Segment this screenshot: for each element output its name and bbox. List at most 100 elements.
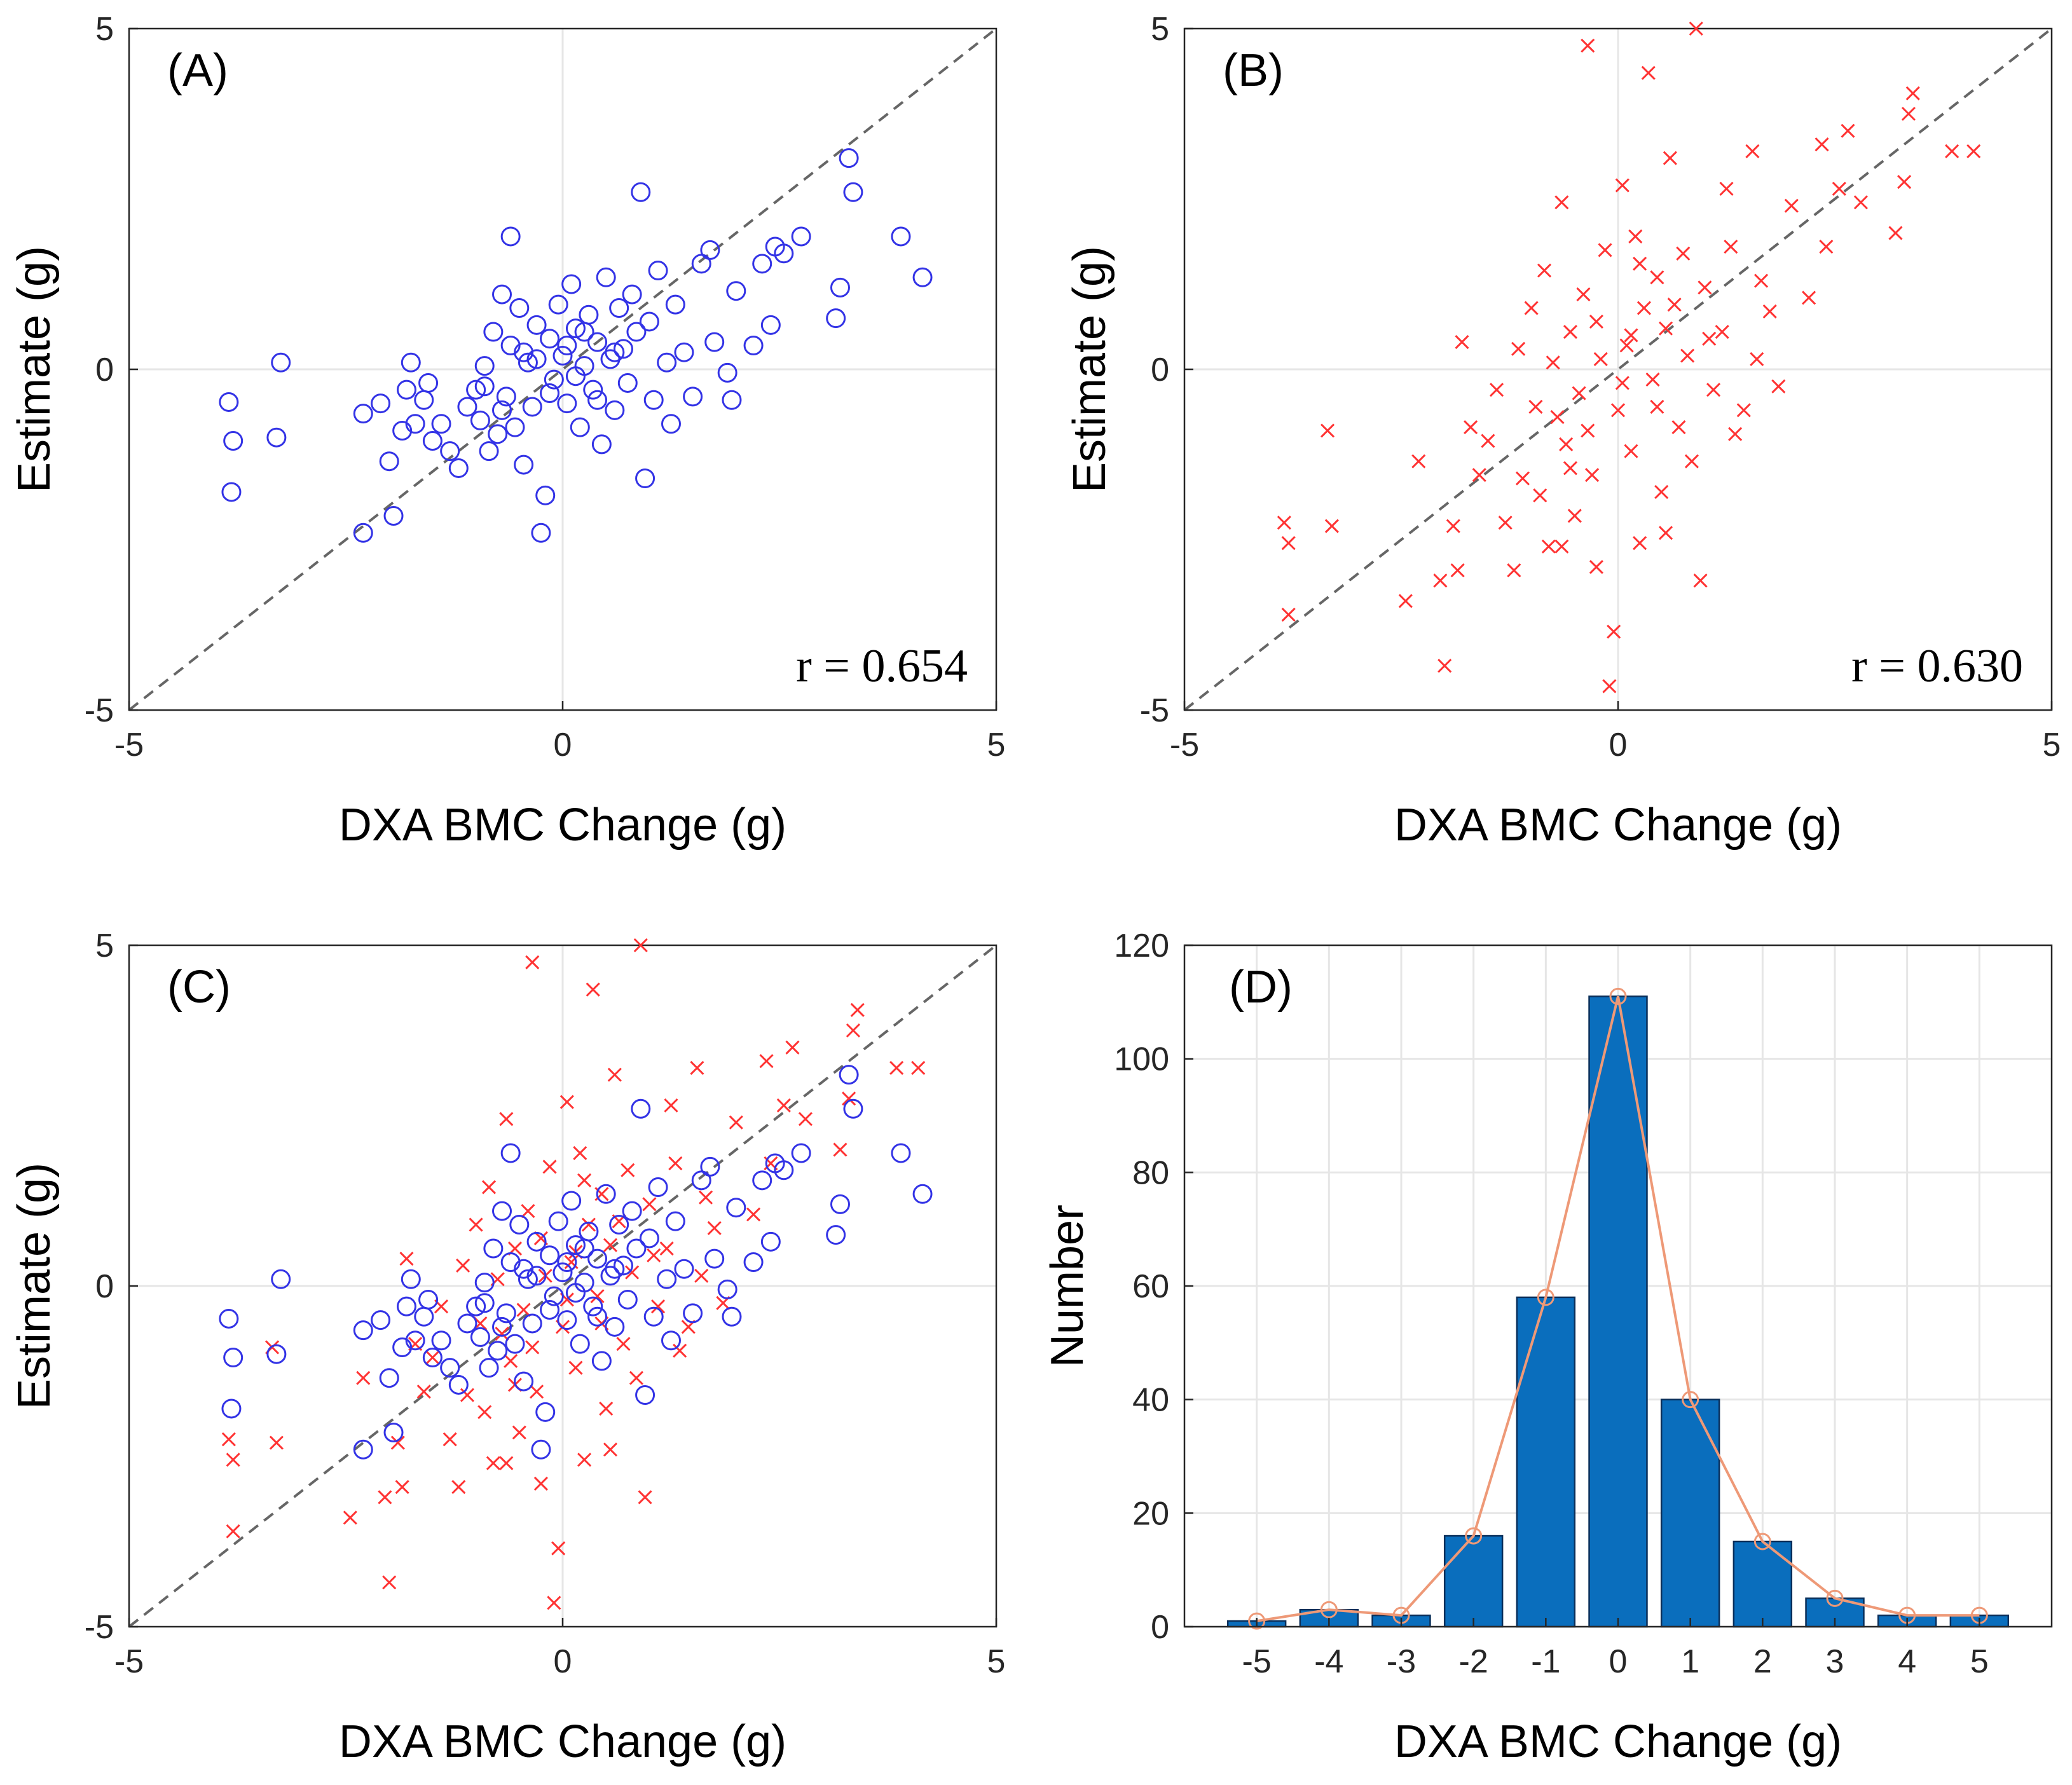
data-point-circle: [648, 261, 668, 281]
data-point-circle: [505, 417, 525, 437]
data-point-circle: [483, 1238, 504, 1259]
data-point-circle: [431, 414, 451, 434]
data-point-cross: [1658, 526, 1673, 540]
data-point-cross: [451, 1480, 466, 1494]
data-point-circle: [474, 376, 495, 397]
data-point-circle: [587, 1306, 608, 1327]
data-point-cross: [1750, 352, 1764, 366]
data-point-circle: [548, 1211, 568, 1231]
data-point-circle: [219, 1308, 239, 1329]
data-point-cross: [673, 1343, 687, 1358]
data-point-circle: [223, 431, 244, 451]
data-point-circle: [466, 380, 486, 400]
trend-point: [1609, 987, 1627, 1005]
y-tick-label: 5: [1151, 11, 1169, 48]
data-point-circle: [492, 1317, 512, 1337]
data-point-circle: [418, 1289, 439, 1310]
data-point-circle: [396, 380, 416, 400]
data-point-circle: [760, 315, 781, 335]
data-point-cross: [1398, 594, 1413, 608]
trend-point: [1682, 1391, 1699, 1409]
data-point-circle: [552, 1262, 573, 1283]
data-point-cross: [1324, 519, 1339, 533]
data-point-circle: [557, 393, 577, 414]
data-point-cross: [707, 1221, 722, 1235]
data-point-cross: [559, 1095, 574, 1109]
data-point-circle: [526, 349, 547, 369]
data-point-circle: [843, 182, 863, 202]
data-point-circle: [830, 1194, 850, 1214]
data-point-cross: [1645, 373, 1660, 387]
data-point-cross: [499, 1456, 514, 1470]
data-point-circle: [587, 1248, 608, 1269]
data-point-cross: [221, 1432, 236, 1447]
data-point-cross: [1719, 181, 1734, 196]
data-point-circle: [839, 148, 859, 168]
y-tick-label: -5: [85, 692, 114, 729]
data-point-cross: [698, 1190, 713, 1205]
data-point-circle: [500, 1143, 521, 1163]
data-point-circle: [760, 1231, 781, 1252]
data-point-circle: [704, 332, 725, 352]
data-point-circle: [405, 414, 425, 434]
trend-point: [1248, 1612, 1266, 1630]
data-point-circle: [474, 1273, 495, 1293]
data-point-circle: [826, 1225, 846, 1245]
data-point-cross: [1411, 454, 1426, 468]
data-point-cross: [481, 1180, 497, 1194]
data-point-circle: [379, 451, 399, 472]
data-point-cross: [616, 1337, 631, 1351]
data-point-circle: [474, 1293, 495, 1313]
bar: [1516, 1296, 1576, 1628]
x-tick-label: 5: [2043, 727, 2061, 763]
y-tick-label: 0: [1151, 1609, 1169, 1646]
data-point-circle: [474, 356, 495, 376]
data-point-cross: [577, 1453, 592, 1467]
y-axis-label: Estimate (g): [9, 246, 60, 493]
data-point-cross: [1641, 65, 1656, 80]
data-point-circle: [683, 386, 703, 407]
data-point-circle: [496, 1303, 516, 1323]
data-point-circle: [674, 342, 694, 362]
data-point-circle: [891, 1143, 911, 1163]
data-point-cross: [504, 1353, 518, 1368]
y-tick-label: 0: [1151, 352, 1169, 388]
data-point-circle: [557, 335, 577, 355]
data-point-cross: [846, 1023, 861, 1038]
data-point-circle: [570, 1334, 590, 1354]
y-tick-label: 5: [95, 927, 114, 964]
data-point-cross: [1698, 280, 1712, 295]
data-point-circle: [583, 380, 603, 400]
y-tick-label: 20: [1132, 1495, 1169, 1532]
data-point-cross: [1663, 151, 1677, 165]
data-point-circle: [540, 383, 560, 404]
data-point-cross: [599, 1401, 614, 1416]
data-point-circle: [418, 373, 439, 393]
data-point-cross: [399, 1252, 414, 1266]
y-tick-label: 100: [1114, 1041, 1169, 1078]
data-point-cross: [633, 938, 648, 953]
x-tick-label: 0: [554, 1643, 572, 1680]
x-tick-label: 0: [1609, 1643, 1628, 1680]
data-point-circle: [691, 254, 711, 274]
data-point-circle: [830, 277, 850, 298]
data-point-circle: [470, 1327, 490, 1347]
data-point-cross: [586, 982, 600, 997]
data-point-cross: [1511, 341, 1526, 356]
data-point-cross: [499, 1112, 514, 1126]
data-point-circle: [531, 523, 551, 543]
x-tick-label: -5: [114, 727, 144, 763]
data-point-cross: [842, 1091, 856, 1106]
data-point-circle: [518, 1269, 538, 1289]
data-point-circle: [752, 1170, 772, 1191]
data-point-cross: [1610, 403, 1626, 418]
data-point-circle: [552, 346, 573, 366]
data-point-cross: [416, 1385, 431, 1399]
data-point-circle: [691, 1170, 711, 1191]
y-tick-label: 0: [95, 1268, 114, 1305]
y-tick-label: 60: [1132, 1268, 1169, 1305]
data-point-cross: [729, 1115, 743, 1130]
y-tick-label: 40: [1132, 1382, 1169, 1419]
bar: [1660, 1399, 1720, 1628]
data-point-circle: [570, 417, 590, 437]
